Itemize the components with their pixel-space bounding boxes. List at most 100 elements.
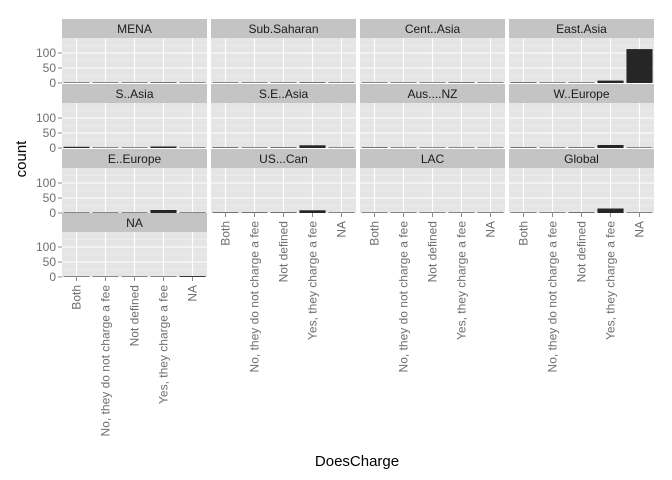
x-tick-label: Yes, they charge a fee <box>455 221 469 340</box>
facet-cent-asia: Cent..Asia <box>360 19 505 84</box>
bar-not-defined <box>419 82 446 83</box>
bar-not-defined <box>568 147 595 148</box>
bar-not-defined <box>270 212 297 213</box>
y-axis-title: count <box>13 140 30 178</box>
facet-us-can: US...Can <box>211 149 356 214</box>
y-tick-label: 100 <box>36 111 56 125</box>
bar-no-they-do-not-charge-a-fee <box>539 212 566 213</box>
y-tick-label: 0 <box>49 206 56 220</box>
facet-strip <box>360 149 505 168</box>
bar-both <box>63 82 90 83</box>
x-tick-label: Both <box>219 221 233 246</box>
x-tick-label: No, they do not charge a fee <box>397 221 411 373</box>
bar-both <box>63 212 90 213</box>
x-tick-label: NA <box>484 221 498 238</box>
facet-strip-label: LAC <box>421 152 445 166</box>
y-tick-label: 50 <box>43 255 57 269</box>
y-tick-label: 50 <box>43 191 57 205</box>
facet-strip <box>62 84 207 103</box>
bar-both <box>361 147 388 148</box>
facet-strip <box>509 84 654 103</box>
bar-yes-they-charge-a-fee <box>150 146 177 148</box>
bar-no-they-do-not-charge-a-fee <box>390 82 417 83</box>
bar-both <box>212 82 239 83</box>
bar-both <box>212 147 239 148</box>
bar-na <box>328 212 355 213</box>
bar-na <box>179 212 206 213</box>
x-tick-label: Both <box>70 285 84 310</box>
bar-no-they-do-not-charge-a-fee <box>241 147 268 148</box>
facet-aus-nz: Aus....NZ <box>360 84 505 149</box>
bar-yes-they-charge-a-fee <box>150 210 177 213</box>
bar-not-defined <box>121 212 148 213</box>
x-tick-label: NA <box>335 221 349 238</box>
facet-s-e-asia: S.E..Asia <box>211 84 356 149</box>
bar-na <box>179 82 206 83</box>
bar-yes-they-charge-a-fee <box>448 147 475 148</box>
bar-not-defined <box>121 82 148 83</box>
bar-na <box>328 82 355 83</box>
bar-yes-they-charge-a-fee <box>448 82 475 83</box>
x-tick-label: No, they do not charge a fee <box>248 221 262 373</box>
bar-no-they-do-not-charge-a-fee <box>539 147 566 148</box>
facet-strip-label: East.Asia <box>556 22 607 36</box>
bar-both <box>510 147 537 148</box>
facet-w-europe: W..Europe <box>509 84 654 149</box>
bar-both <box>212 212 239 213</box>
facet-global: Global <box>509 149 654 214</box>
bar-no-they-do-not-charge-a-fee <box>241 212 268 213</box>
facet-strip-label: NA <box>126 216 143 230</box>
facet-strip <box>360 19 505 38</box>
x-tick-label: Both <box>368 221 382 246</box>
facet-strip <box>62 19 207 38</box>
facet-strip-label: MENA <box>117 22 152 36</box>
bar-na <box>477 212 504 213</box>
facet-strip-label: S.E..Asia <box>259 87 309 101</box>
x-tick-label: NA <box>633 221 647 238</box>
bar-na <box>626 49 653 83</box>
x-tick-label: Yes, they charge a fee <box>306 221 320 340</box>
bar-both <box>361 82 388 83</box>
bar-na <box>626 212 653 213</box>
bar-no-they-do-not-charge-a-fee <box>92 147 119 148</box>
bar-not-defined <box>568 82 595 83</box>
y-tick-label: 0 <box>49 141 56 155</box>
bar-not-defined <box>121 147 148 148</box>
bar-yes-they-charge-a-fee <box>299 210 326 213</box>
y-tick-label: 0 <box>49 76 56 90</box>
bar-yes-they-charge-a-fee <box>299 145 326 148</box>
facet-lac: LAC <box>360 149 505 214</box>
y-tick-label: 50 <box>43 126 57 140</box>
bar-no-they-do-not-charge-a-fee <box>92 82 119 83</box>
bar-both <box>361 212 388 213</box>
bar-na <box>477 82 504 83</box>
facet-strip <box>62 149 207 168</box>
facet-strip <box>62 213 207 232</box>
bar-yes-they-charge-a-fee <box>597 80 624 83</box>
bar-yes-they-charge-a-fee <box>597 208 624 213</box>
y-tick-label: 100 <box>36 46 56 60</box>
facet-east-asia: East.Asia <box>509 19 654 84</box>
x-tick-label: NA <box>186 285 200 302</box>
bar-not-defined <box>419 212 446 213</box>
y-tick-label: 100 <box>36 240 56 254</box>
bar-not-defined <box>568 212 595 213</box>
x-tick-label: Not defined <box>426 221 440 282</box>
bar-not-defined <box>419 147 446 148</box>
bar-not-defined <box>270 82 297 83</box>
bar-na <box>179 147 206 148</box>
facet-strip-label: Sub.Saharan <box>248 22 318 36</box>
bar-yes-they-charge-a-fee <box>448 212 475 213</box>
bar-na <box>626 147 653 148</box>
bar-both <box>63 276 90 277</box>
bar-no-they-do-not-charge-a-fee <box>390 147 417 148</box>
facet-strip-label: S..Asia <box>115 87 153 101</box>
bar-no-they-do-not-charge-a-fee <box>92 212 119 213</box>
bar-both <box>510 212 537 213</box>
bar-yes-they-charge-a-fee <box>150 276 177 277</box>
y-tick-label: 0 <box>49 270 56 284</box>
